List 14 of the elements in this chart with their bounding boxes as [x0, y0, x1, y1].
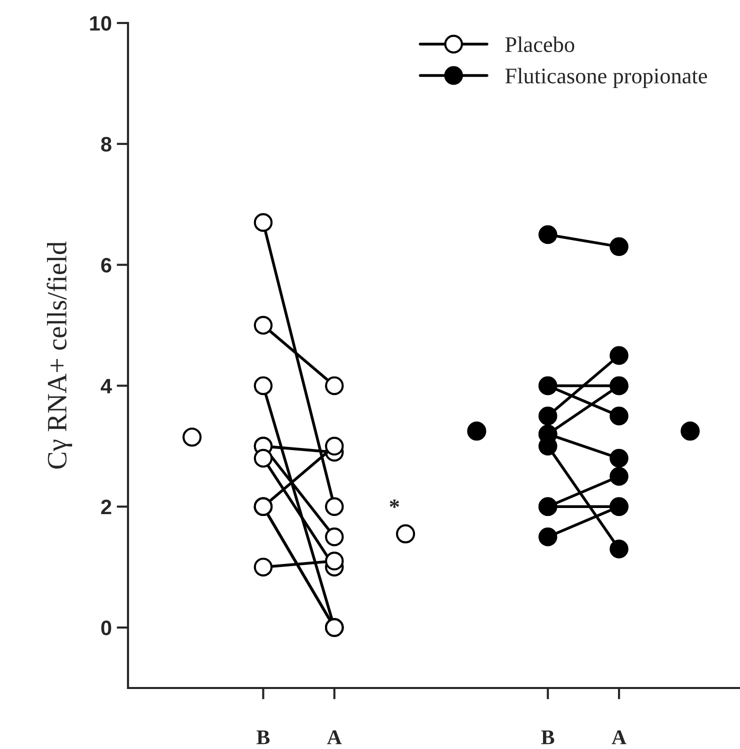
- y-tick-label: 10: [90, 16, 112, 31]
- legend-label: Fluticasone propionate: [505, 68, 707, 88]
- x-tick-label: B: [541, 730, 554, 744]
- y-tick-label: 4: [100, 378, 112, 394]
- annotation: *: [390, 500, 400, 508]
- y-tick-label: 8: [101, 136, 112, 152]
- x-tick-label: A: [327, 730, 342, 744]
- y-axis-title: Cγ RNA+ cells/field: [46, 242, 72, 469]
- y-tick-label: 0: [101, 620, 112, 636]
- x-tick-label: A: [612, 730, 626, 744]
- y-tick-label: 2: [101, 500, 112, 514]
- x-tick-label: B: [256, 730, 270, 744]
- legend-label: Placebo: [505, 36, 574, 52]
- y-tick-label: 6: [101, 258, 112, 273]
